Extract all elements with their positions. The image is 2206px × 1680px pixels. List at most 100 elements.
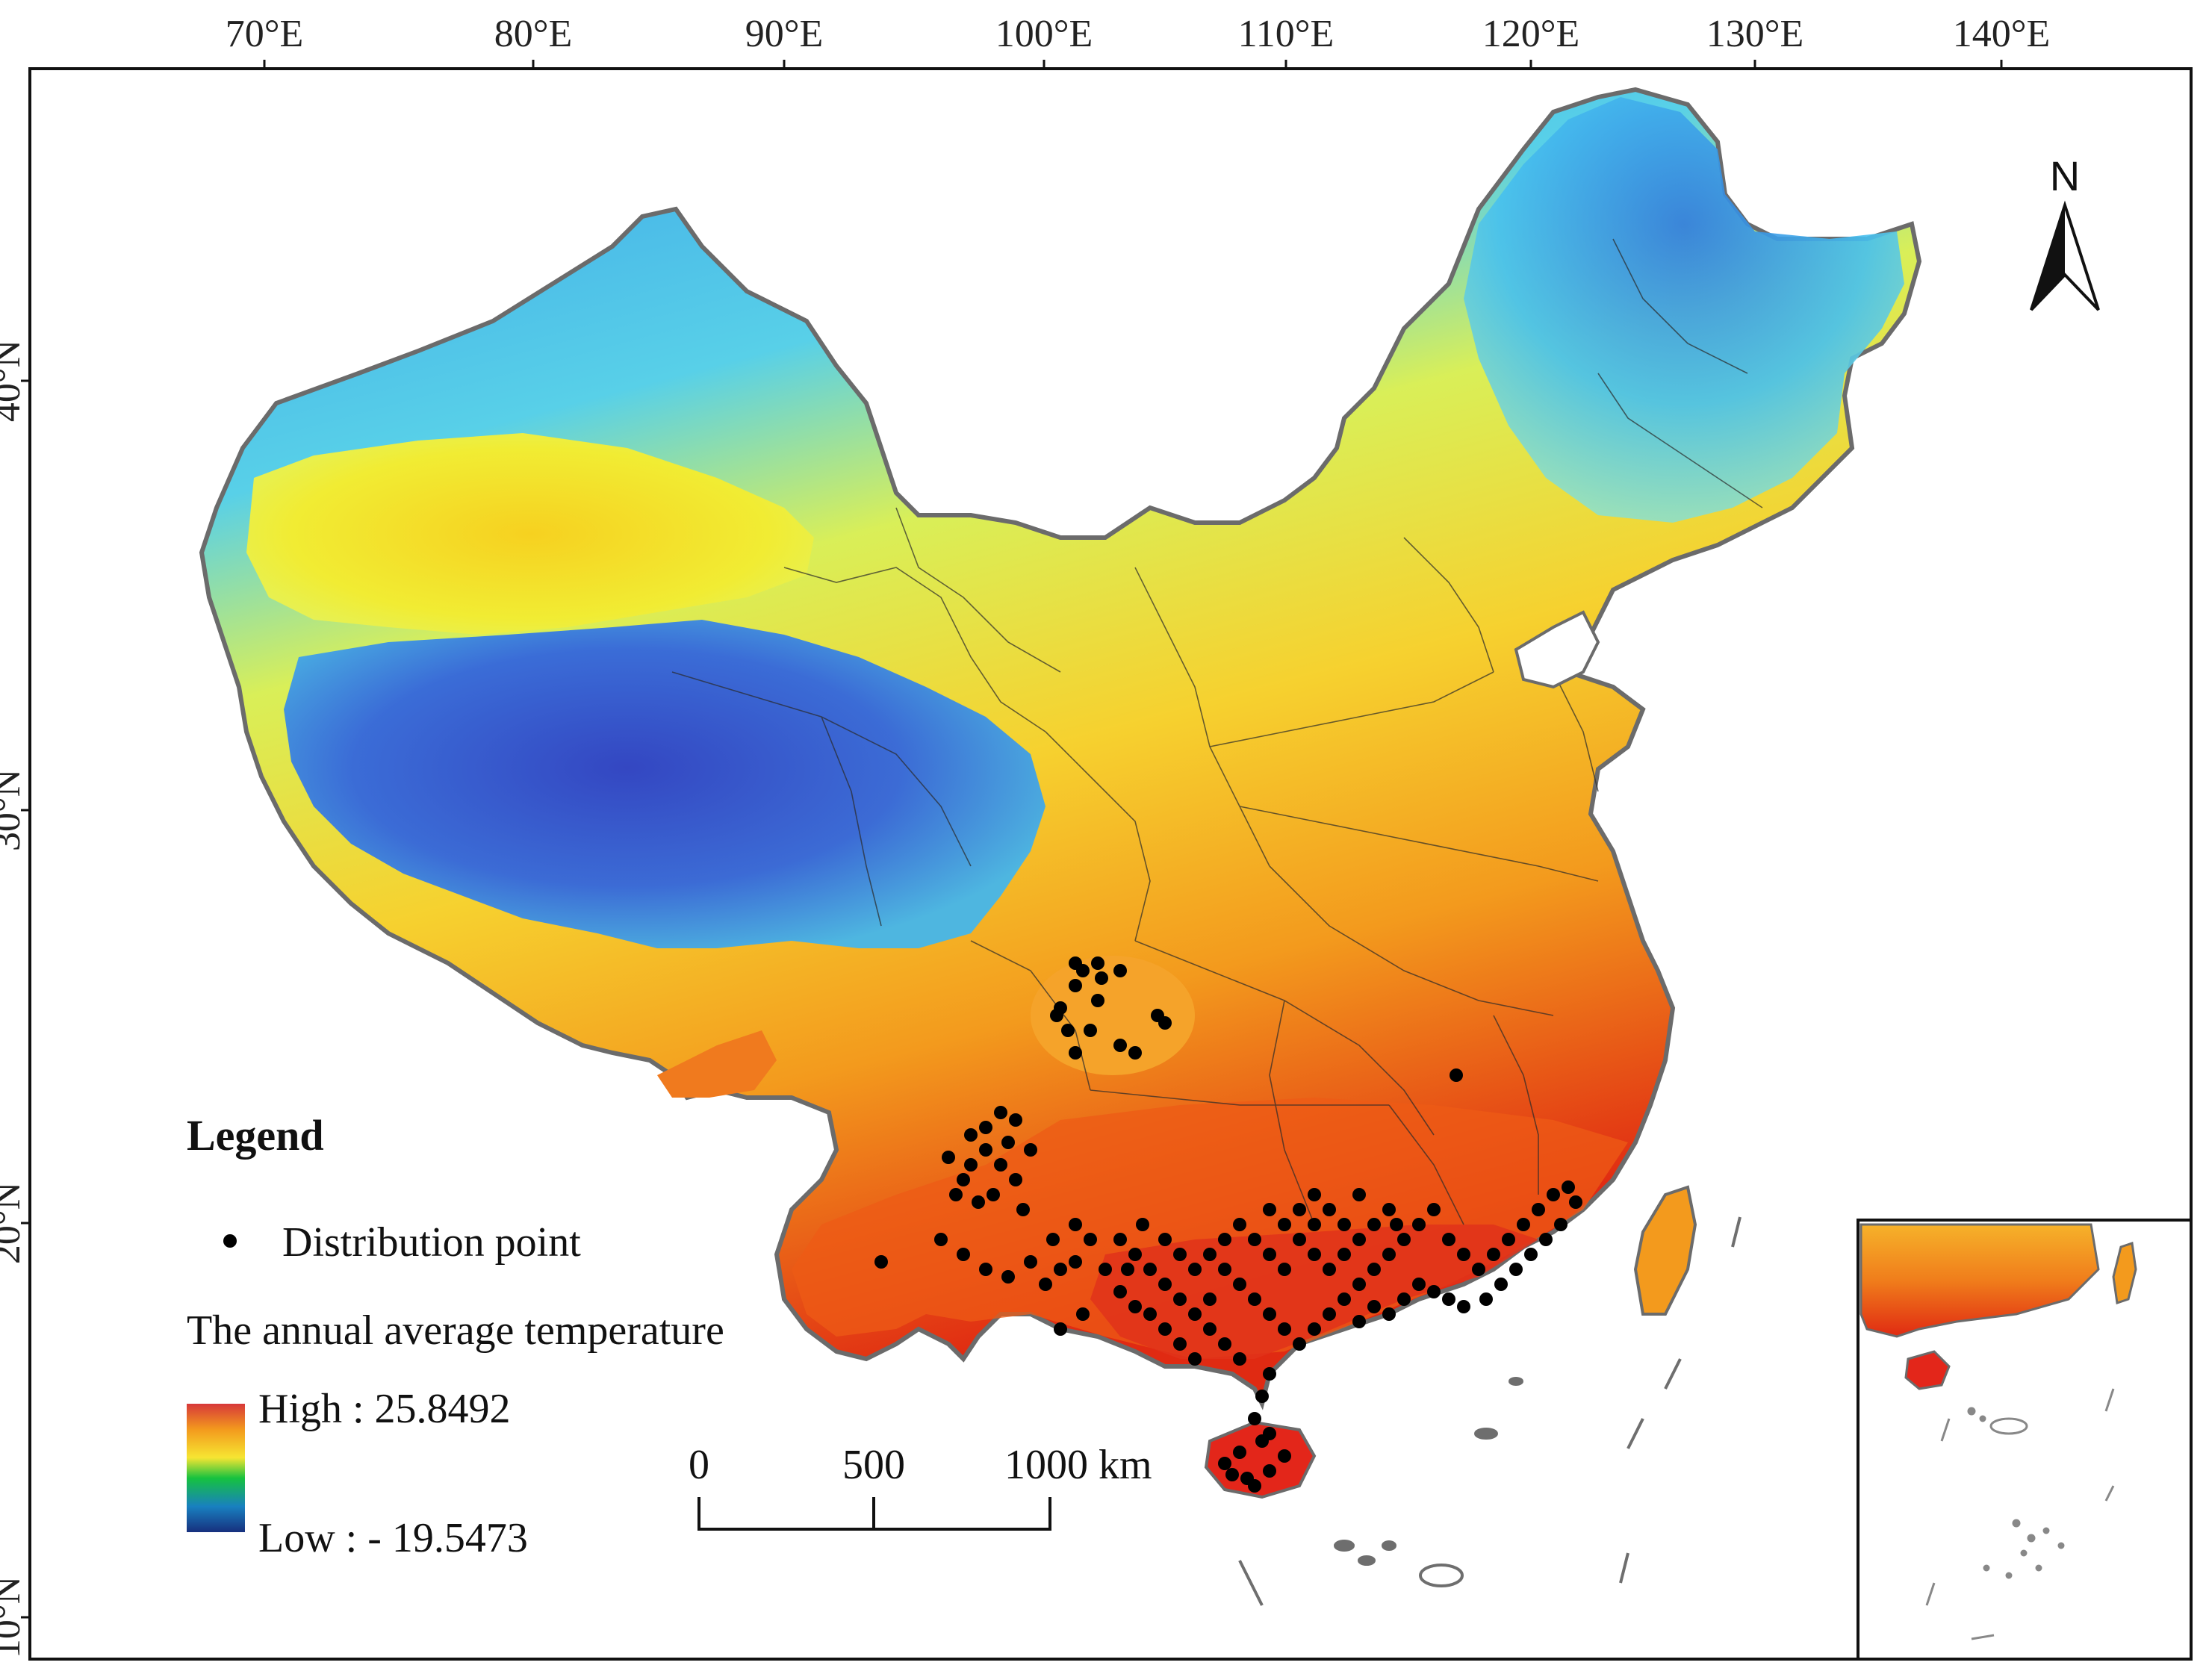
distribution-point [1502, 1233, 1515, 1246]
distribution-point [1084, 1024, 1097, 1037]
lat-label: 30°N [0, 769, 28, 851]
distribution-point [979, 1143, 992, 1157]
north-arrow: N [2030, 152, 2100, 311]
inset-map [1857, 1219, 2193, 1661]
distribution-point [1532, 1203, 1545, 1216]
china-landmass [199, 87, 1922, 1499]
scale-bar: 0 500 1000 km [689, 1442, 1152, 1531]
province-borders [671, 238, 1763, 1225]
distribution-point [1046, 1233, 1060, 1246]
lat-label: 20°N [0, 1182, 28, 1264]
distribution-point [1225, 1468, 1239, 1481]
lon-label: 110°E [1238, 13, 1335, 55]
distribution-point [1278, 1218, 1291, 1231]
distribution-point [1308, 1188, 1321, 1201]
distribution-point [1352, 1188, 1366, 1201]
distribution-point [1382, 1248, 1396, 1261]
lon-label: 70°E [226, 13, 304, 55]
distribution-point [1091, 956, 1104, 970]
distribution-point [1001, 1136, 1015, 1149]
distribution-point [1050, 1009, 1063, 1022]
distribution-point [1450, 1068, 1463, 1082]
distribution-point [1054, 1322, 1067, 1336]
distribution-point [1263, 1367, 1276, 1381]
scale-label-0: 0 [689, 1442, 709, 1488]
northeast-region [1464, 97, 1904, 523]
distribution-point [1069, 979, 1082, 992]
distribution-point [1248, 1292, 1261, 1306]
distribution-point [1069, 1255, 1082, 1269]
distribution-point [1218, 1337, 1231, 1351]
distribution-point [1218, 1233, 1231, 1246]
distribution-point [1009, 1113, 1022, 1127]
distribution-point [972, 1195, 985, 1209]
sea-islands [1238, 1216, 1742, 1606]
distribution-point [1061, 1024, 1075, 1037]
distribution-point [1158, 1278, 1172, 1291]
distribution-point [1233, 1446, 1246, 1459]
distribution-point [1517, 1218, 1530, 1231]
legend-high-label: High : 25.8492 [258, 1386, 511, 1432]
distribution-point [1136, 1218, 1149, 1231]
lon-tick-marks [263, 60, 2003, 69]
distribution-point [1352, 1278, 1366, 1291]
distribution-point [1255, 1390, 1269, 1403]
distribution-point [1069, 1046, 1082, 1060]
distribution-point [1427, 1285, 1441, 1298]
distribution-point [1457, 1248, 1470, 1261]
distribution-point [942, 1151, 955, 1164]
distribution-point [1143, 1307, 1157, 1321]
distribution-point [1188, 1263, 1202, 1276]
legend-low-label: Low : - 19.5473 [258, 1515, 528, 1561]
distribution-point [1095, 971, 1108, 985]
distribution-point [1293, 1203, 1306, 1216]
distribution-point [1397, 1292, 1411, 1306]
distribution-point [1293, 1337, 1306, 1351]
distribution-point [934, 1233, 948, 1246]
distribution-point [964, 1128, 978, 1142]
inset-hainan [1904, 1350, 1951, 1390]
lat-labels: 40°N 30°N 20°N 10°N [0, 340, 28, 1658]
distribution-point [1203, 1322, 1217, 1336]
distribution-point [1352, 1315, 1366, 1328]
distribution-point [1293, 1233, 1306, 1246]
distribution-point [957, 1173, 970, 1186]
distribution-point [1113, 1233, 1127, 1246]
distribution-point [1278, 1449, 1291, 1463]
legend-color-ramp [187, 1404, 245, 1532]
distribution-point [1547, 1188, 1560, 1201]
distribution-point [874, 1255, 888, 1269]
north-label: N [2050, 152, 2080, 199]
distribution-point [1278, 1322, 1291, 1336]
distribution-point [1024, 1143, 1037, 1157]
distribution-point [1069, 956, 1082, 970]
distribution-point [1337, 1218, 1351, 1231]
distribution-point [1472, 1263, 1485, 1276]
distribution-point [1188, 1352, 1202, 1366]
distribution-point [1457, 1300, 1470, 1313]
distribution-point [1539, 1233, 1553, 1246]
distribution-point [1263, 1203, 1276, 1216]
distribution-point [1382, 1307, 1396, 1321]
distribution-point [1158, 1322, 1172, 1336]
scale-label-500: 500 [842, 1442, 905, 1488]
lon-label: 130°E [1706, 13, 1804, 55]
distribution-points [874, 956, 1582, 1493]
taiwan-island [1633, 1185, 1697, 1316]
distribution-point [1442, 1292, 1455, 1306]
distribution-point [1263, 1427, 1276, 1440]
lon-label: 80°E [494, 13, 573, 55]
north-arrow-fill [2031, 205, 2065, 310]
distribution-point [1009, 1173, 1022, 1186]
distribution-point [1158, 1233, 1172, 1246]
distribution-point [1173, 1292, 1187, 1306]
legend-point-label: Distribution point [282, 1219, 581, 1266]
legend: Legend Distribution point The annual ave… [187, 1111, 724, 1561]
distribution-point [1323, 1263, 1336, 1276]
distribution-point [1158, 1016, 1172, 1030]
lon-label: 140°E [1953, 13, 2051, 55]
distribution-point [979, 1263, 992, 1276]
lon-label: 100°E [995, 13, 1093, 55]
lon-label: 120°E [1482, 13, 1580, 55]
